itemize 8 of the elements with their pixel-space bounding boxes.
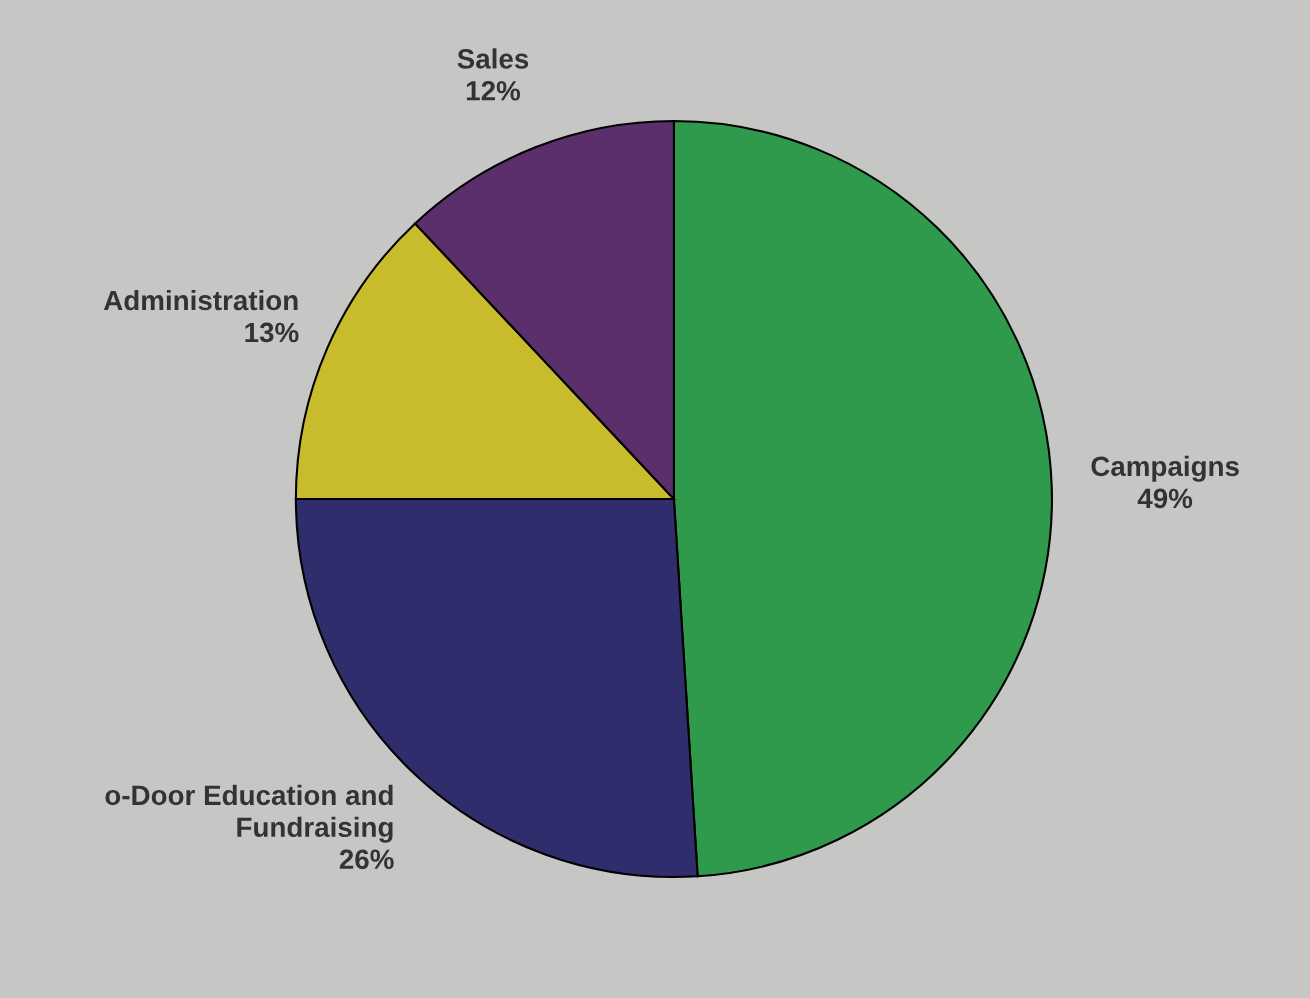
data-label: 26%: [339, 849, 394, 870]
slice-label: o-Door Education and Fundraising: [105, 784, 393, 843]
slice-label: Sales: [457, 48, 529, 69]
slice-label: Campaigns: [1091, 455, 1239, 482]
data-label: 12%: [466, 80, 521, 101]
data-label: 13%: [245, 322, 299, 343]
data-label: 49%: [1137, 488, 1193, 509]
slice-label: Administration: [103, 289, 298, 311]
